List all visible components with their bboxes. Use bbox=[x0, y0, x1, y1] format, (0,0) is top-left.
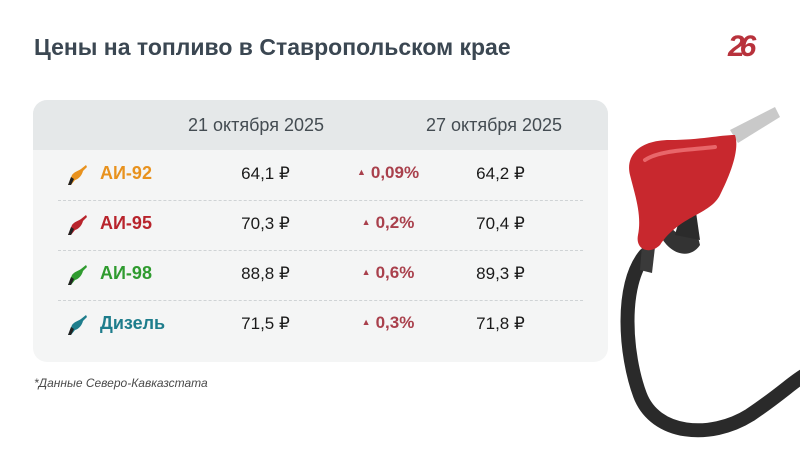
change-value: 0,6% bbox=[375, 263, 415, 282]
price-old: 71,5 ₽ bbox=[241, 314, 290, 333]
change-value: 0,3% bbox=[375, 313, 415, 332]
fuel-nozzle-icon bbox=[68, 215, 87, 235]
header-date-1: 21 октября 2025 bbox=[188, 115, 325, 135]
footnote: *Данные Северо-Кавказстата bbox=[34, 376, 208, 390]
table-row: АИ-95 70,3 ₽ ▲ 0,2% 70,4 ₽ bbox=[33, 200, 608, 250]
logo: 26 bbox=[728, 30, 756, 63]
fuel-type: Дизель bbox=[100, 313, 166, 333]
triangle-up-icon: ▲ bbox=[361, 217, 371, 227]
table-row: АИ-98 88,8 ₽ ▲ 0,6% 89,3 ₽ bbox=[33, 250, 608, 300]
price-change: ▲ 0,2% bbox=[343, 213, 433, 233]
price-new: 64,2 ₽ bbox=[476, 164, 525, 183]
price-new: 70,4 ₽ bbox=[476, 214, 525, 233]
change-value: 0,09% bbox=[370, 163, 420, 182]
price-old: 70,3 ₽ bbox=[241, 214, 290, 233]
fuel-type: АИ-98 bbox=[100, 263, 152, 283]
row-divider bbox=[58, 200, 583, 201]
fuel-price-table: 21 октября 2025 27 октября 2025 АИ-92 64,… bbox=[33, 100, 608, 362]
fuel-type: АИ-95 bbox=[100, 213, 152, 233]
price-old: 64,1 ₽ bbox=[241, 164, 290, 183]
table-row: АИ-92 64,1 ₽ ▲ 0,09% 64,2 ₽ bbox=[33, 150, 608, 200]
triangle-up-icon: ▲ bbox=[361, 317, 371, 327]
table-row: Дизель 71,5 ₽ ▲ 0,3% 71,8 ₽ bbox=[33, 300, 608, 350]
page-title: Цены на топливо в Ставропольском крае bbox=[34, 34, 511, 60]
fuel-nozzle-illustration bbox=[620, 107, 800, 438]
price-change: ▲ 0,3% bbox=[343, 313, 433, 333]
triangle-up-icon: ▲ bbox=[361, 267, 371, 277]
row-divider bbox=[58, 300, 583, 301]
fuel-nozzle-icon bbox=[68, 315, 87, 335]
price-change: ▲ 0,6% bbox=[343, 263, 433, 283]
fuel-type: АИ-92 bbox=[100, 163, 152, 183]
triangle-up-icon: ▲ bbox=[356, 167, 366, 177]
price-new: 71,8 ₽ bbox=[476, 314, 525, 333]
price-old: 88,8 ₽ bbox=[241, 264, 290, 283]
table-header: 21 октября 2025 27 октября 2025 bbox=[33, 100, 608, 150]
fuel-nozzle-icon bbox=[68, 265, 87, 285]
change-value: 0,2% bbox=[375, 213, 415, 232]
header-date-2: 27 октября 2025 bbox=[426, 115, 563, 135]
price-change: ▲ 0,09% bbox=[343, 163, 433, 183]
fuel-nozzle-icon bbox=[68, 165, 87, 185]
price-new: 89,3 ₽ bbox=[476, 264, 525, 283]
row-divider bbox=[58, 250, 583, 251]
